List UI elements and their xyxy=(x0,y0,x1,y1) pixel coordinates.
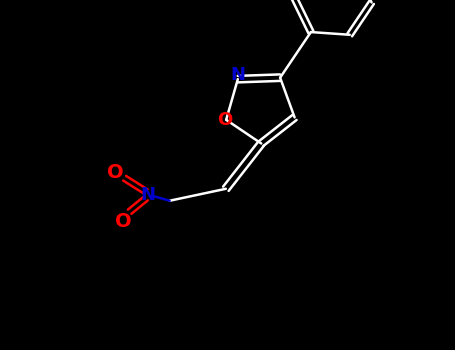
Text: O: O xyxy=(107,163,124,182)
Text: O: O xyxy=(115,212,132,231)
Text: N: N xyxy=(230,66,245,84)
Text: N: N xyxy=(141,186,156,204)
Text: O: O xyxy=(217,111,233,129)
